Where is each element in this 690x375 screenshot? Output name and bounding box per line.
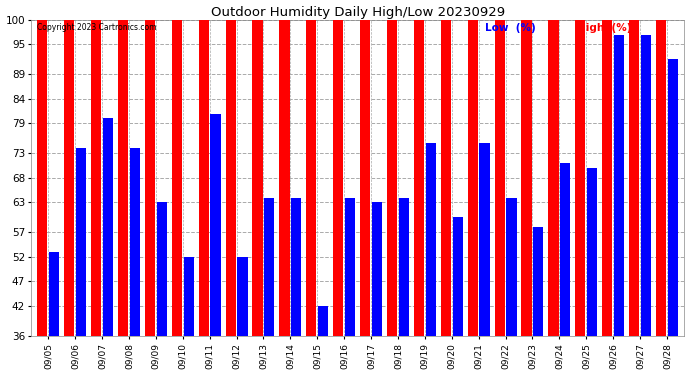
Bar [453, 217, 463, 375]
Bar [468, 20, 478, 375]
Bar [49, 252, 59, 375]
Bar [360, 20, 371, 375]
Title: Outdoor Humidity Daily High/Low 20230929: Outdoor Humidity Daily High/Low 20230929 [210, 6, 504, 18]
Bar [318, 306, 328, 375]
Bar [533, 227, 544, 375]
Bar [253, 20, 263, 375]
Text: High  (%): High (%) [577, 23, 631, 33]
Bar [306, 20, 317, 375]
Bar [414, 20, 424, 375]
Bar [279, 20, 290, 375]
Bar [560, 163, 571, 375]
Bar [656, 20, 666, 375]
Bar [264, 198, 275, 375]
Bar [226, 20, 236, 375]
Bar [118, 20, 128, 375]
Bar [602, 20, 612, 375]
Bar [641, 34, 651, 375]
Bar [668, 59, 678, 375]
Bar [103, 118, 113, 375]
Bar [91, 20, 101, 375]
Text: Low  (%): Low (%) [485, 23, 536, 33]
Bar [130, 148, 140, 375]
Bar [145, 20, 155, 375]
Bar [426, 143, 436, 375]
Bar [345, 198, 355, 375]
Bar [184, 257, 194, 375]
Bar [495, 20, 505, 375]
Text: Copyright 2023 Cartronics.com: Copyright 2023 Cartronics.com [37, 23, 157, 32]
Bar [372, 202, 382, 375]
Bar [237, 257, 248, 375]
Bar [291, 198, 302, 375]
Bar [333, 20, 344, 375]
Bar [172, 20, 182, 375]
Bar [387, 20, 397, 375]
Bar [210, 114, 221, 375]
Bar [37, 20, 48, 375]
Bar [522, 20, 531, 375]
Bar [480, 143, 490, 375]
Bar [64, 20, 75, 375]
Bar [629, 20, 639, 375]
Bar [199, 20, 209, 375]
Bar [399, 198, 409, 375]
Bar [76, 148, 86, 375]
Bar [441, 20, 451, 375]
Bar [157, 202, 167, 375]
Bar [506, 198, 517, 375]
Bar [549, 20, 558, 375]
Bar [575, 20, 585, 375]
Bar [614, 34, 624, 375]
Bar [587, 168, 598, 375]
